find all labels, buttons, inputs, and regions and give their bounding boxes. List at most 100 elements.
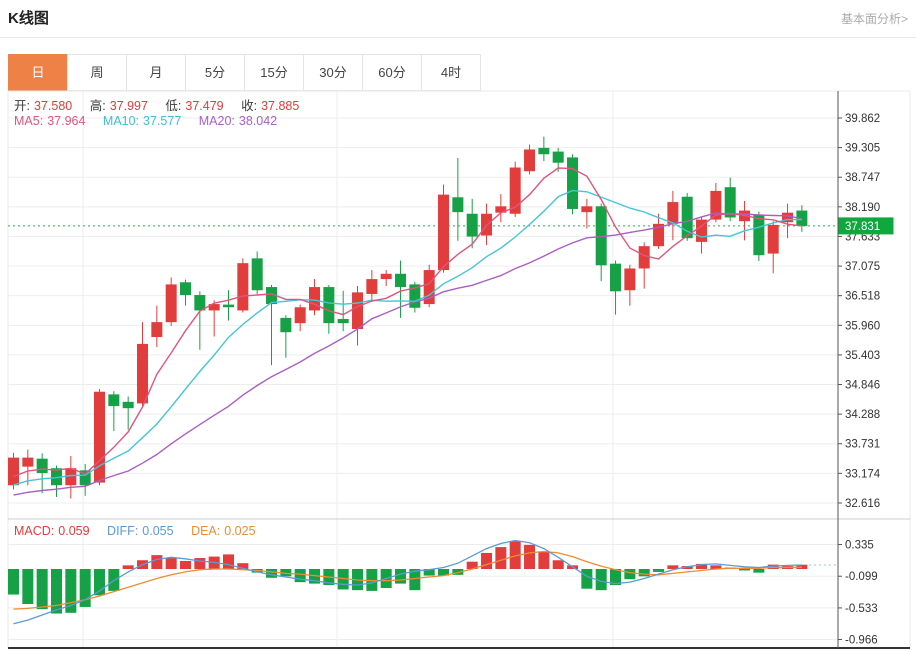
macd-bar (552, 560, 564, 569)
candle-body (266, 287, 278, 305)
candle-body (137, 343, 149, 404)
tab-4hour[interactable]: 4时 (421, 54, 481, 91)
candle-body (638, 246, 650, 269)
macd-bar (94, 569, 106, 596)
candle-body (767, 224, 779, 254)
macd-bar (280, 569, 292, 577)
macd-label: MACD: (14, 524, 55, 538)
dea-value: 0.025 (224, 524, 256, 538)
candle-body (452, 197, 464, 213)
close-value: 37.885 (261, 99, 300, 113)
kline-chart: 39.862 39.305 38.747 38.190 37.633 37.075 36.5… (7, 90, 911, 649)
candle-body (653, 223, 665, 247)
macd-bar (495, 547, 507, 569)
ma5-value: 37.964 (47, 114, 86, 128)
macd-tick-label: -0.533 (845, 603, 878, 615)
high-value: 37.997 (109, 99, 148, 113)
fundamental-analysis-link[interactable]: 基本面分析> (840, 12, 908, 26)
candle-body (251, 258, 263, 291)
macd-bar (739, 569, 751, 571)
candle-body (223, 304, 235, 308)
macd-bar (309, 569, 321, 584)
candle-body (466, 213, 478, 237)
macd-bar (624, 569, 636, 580)
candle-body (438, 194, 450, 271)
macd-bar (79, 569, 91, 607)
macd-bar (696, 563, 708, 569)
current-price-badge-value: 37.831 (845, 221, 880, 233)
macd-bar (223, 554, 235, 569)
macd-bar (538, 551, 550, 569)
candle-body (51, 468, 63, 486)
macd-bar (524, 544, 536, 569)
tab-30min[interactable]: 30分 (303, 54, 363, 91)
candle-body (151, 322, 163, 338)
macd-bar (180, 560, 192, 569)
diff-line (13, 539, 802, 625)
candle-body (710, 190, 722, 220)
candle-body (79, 470, 91, 486)
price-tick-label: 37.075 (845, 261, 880, 273)
price-tick-label: 39.862 (845, 113, 880, 125)
open-value: 37.580 (33, 99, 73, 113)
candle-body (36, 458, 48, 474)
macd-bar (65, 569, 77, 613)
candle-body (65, 468, 77, 486)
open-label: 开: (14, 99, 30, 113)
ma-info-bar: MA5: 37.964 MA10: 37.577 MA20: 38.042 (14, 114, 281, 128)
macd-bar (638, 569, 650, 577)
macd-bar (395, 569, 407, 584)
diff-label: DIFF: (107, 524, 139, 538)
macd-bar (681, 566, 693, 569)
macd-tick-label: 0.335 (845, 540, 874, 552)
tab-15min[interactable]: 15分 (244, 54, 304, 91)
price-tick-label: 34.288 (845, 409, 880, 421)
candle-body (208, 304, 220, 311)
close-label: 收: (241, 99, 258, 113)
macd-bar (8, 569, 19, 595)
macd-bar (481, 552, 493, 569)
candle-body (294, 307, 306, 324)
tab-week[interactable]: 周 (67, 54, 127, 91)
price-tick-label: 34.846 (845, 380, 880, 392)
candle-body (395, 273, 407, 288)
ohlc-info-bar: 开: 37.580 高: 37.997 低: 37.479 收: 37.885 (14, 95, 303, 114)
macd-bar (266, 569, 278, 578)
macd-tick-label: -0.966 (845, 635, 878, 647)
price-tick-label: 38.190 (845, 202, 880, 214)
candle-body (552, 151, 564, 163)
price-tick-label: 33.174 (845, 468, 881, 480)
macd-bar (22, 569, 34, 605)
macd-bar (753, 569, 765, 573)
macd-bar (466, 561, 478, 569)
period-tabbar: 日周月 5分 15分 30分 60分 4时 (8, 54, 481, 91)
candle-body (108, 394, 120, 407)
candle-body (194, 295, 206, 311)
dea-label: DEA: (191, 524, 221, 538)
ma5-line (13, 167, 802, 478)
price-tick-label: 39.305 (845, 143, 880, 155)
tab-5min[interactable]: 5分 (185, 54, 245, 91)
candle-body (309, 287, 321, 311)
candle-body (581, 206, 593, 213)
tab-month[interactable]: 月 (126, 54, 186, 91)
candle-body (409, 284, 421, 308)
tab-60min[interactable]: 60分 (362, 54, 422, 91)
candle-body (495, 206, 507, 213)
candle-body (696, 219, 708, 242)
candle-body (165, 284, 177, 323)
candle-body (667, 202, 679, 224)
candle-body (180, 282, 192, 296)
macd-bar (294, 569, 306, 583)
candle-body (524, 149, 536, 172)
macd-bar (51, 569, 63, 614)
macd-bar (194, 558, 206, 569)
candle-body (337, 318, 349, 324)
ma20-label: MA20: (198, 114, 235, 128)
tab-day[interactable]: 日 (8, 54, 68, 91)
candle-body (22, 457, 34, 467)
diff-value: 0.055 (142, 524, 174, 538)
macd-bar (610, 569, 622, 586)
candle-body (624, 268, 636, 291)
